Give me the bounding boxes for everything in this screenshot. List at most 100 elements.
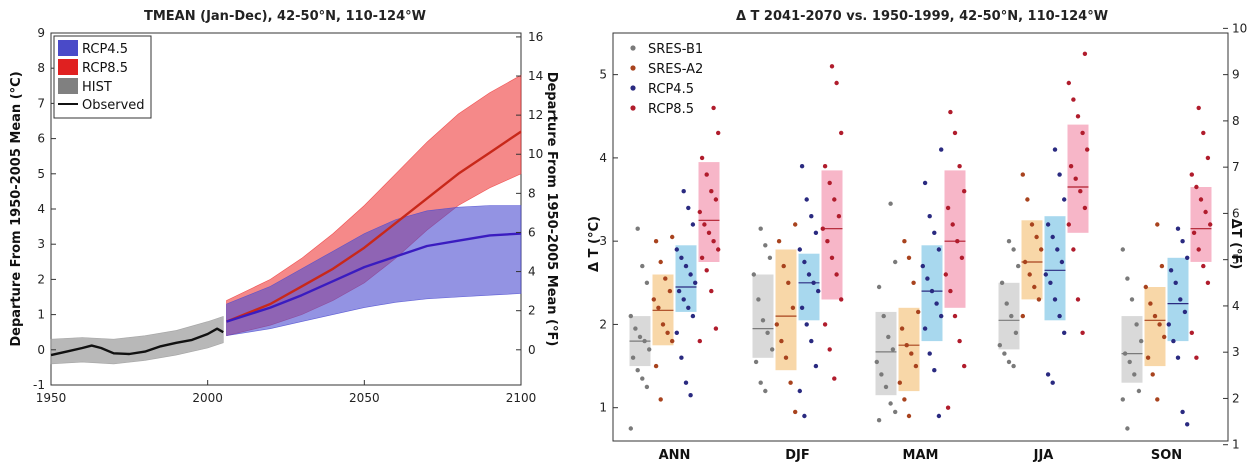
y-right-tick-label: 1: [1232, 438, 1240, 452]
point-sres-a2-son: [1162, 334, 1167, 340]
point-rcp8-5-djf: [834, 272, 839, 277]
point-sres-b1-djf: [767, 255, 773, 260]
point-rcp8-5-ann: [709, 288, 714, 294]
point-rcp8-5-ann: [702, 222, 707, 227]
box-sres-a2-jja: [1021, 220, 1043, 300]
point-rcp8-5-son: [1201, 130, 1206, 136]
point-rcp8-5-jja: [1073, 176, 1078, 181]
point-rcp4-5-ann: [683, 380, 689, 385]
y-tick-label: 3: [599, 234, 607, 248]
point-sres-b1-jja: [1006, 239, 1012, 244]
point-sres-b1-son: [1125, 426, 1130, 431]
point-sres-a2-djf: [790, 305, 796, 310]
point-sres-b1-jja: [1011, 247, 1016, 252]
right-chart-title: Δ T 2041-2070 vs. 1950-1999, 42-50°N, 11…: [736, 9, 1108, 24]
point-sres-a2-mam: [916, 309, 921, 315]
point-sres-b1-mam: [888, 401, 893, 406]
point-rcp8-5-jja: [1082, 51, 1088, 56]
category-label-ann: ANN: [659, 448, 691, 463]
point-sres-a2-mam: [904, 343, 909, 348]
point-sres-a2-jja: [1022, 259, 1028, 265]
series-line-rcp4-5: [226, 232, 522, 323]
point-rcp8-5-jja: [1071, 247, 1076, 252]
y-right-tick-label: 10: [1232, 21, 1247, 35]
point-sres-a2-son: [1152, 313, 1158, 319]
y-right-tick-label: 7: [1232, 160, 1240, 174]
x-tick-label: 1950: [36, 391, 67, 405]
point-rcp8-5-jja: [1080, 130, 1085, 136]
point-rcp4-5-jja: [1050, 380, 1055, 385]
point-sres-b1-ann: [644, 384, 650, 390]
point-rcp4-5-ann: [683, 263, 689, 269]
point-rcp8-5-son: [1201, 263, 1206, 269]
legend-label-hist: HIST: [82, 80, 112, 95]
point-sres-b1-son: [1120, 247, 1126, 252]
left-chart-title: TMEAN (Jan-Dec), 42-50°N, 110-124°W: [144, 9, 426, 24]
point-rcp8-5-djf: [839, 130, 844, 136]
point-rcp8-5-son: [1208, 222, 1213, 227]
point-rcp8-5-djf: [832, 376, 837, 381]
point-rcp4-5-mam: [936, 413, 942, 419]
point-sres-b1-mam: [881, 313, 886, 319]
x-tick-label: 2100: [506, 391, 537, 405]
point-sres-b1-jja: [1011, 363, 1016, 369]
point-sres-b1-jja: [1004, 301, 1009, 306]
point-sres-b1-jja: [1013, 330, 1019, 335]
box-sres-a2-son: [1144, 287, 1166, 367]
point-rcp4-5-mam: [934, 301, 939, 306]
point-sres-a2-ann: [665, 330, 670, 335]
point-sres-a2-jja: [1020, 313, 1025, 319]
point-rcp4-5-djf: [809, 214, 814, 219]
legend-label-rcp85: RCP8.5: [82, 61, 128, 76]
x-tick-label: 2000: [192, 391, 223, 405]
right-y-ticks-right: 1 2 3 4 5 6 7 8 9 10: [1223, 21, 1247, 452]
point-sres-b1-ann: [633, 326, 638, 331]
point-rcp4-5-djf: [802, 413, 807, 419]
legend-label-rcp45-right: RCP4.5: [648, 82, 694, 97]
point-sres-b1-djf: [760, 318, 766, 323]
point-rcp8-5-ann: [709, 189, 714, 194]
point-rcp8-5-son: [1191, 230, 1197, 235]
point-sres-b1-ann: [628, 426, 633, 431]
point-sres-b1-djf: [765, 330, 770, 335]
point-sres-b1-mam: [893, 409, 898, 415]
legend-dot-sres-b1: [630, 45, 636, 51]
box-sres-a2-mam: [898, 307, 920, 392]
point-rcp4-5-son: [1173, 280, 1178, 285]
point-rcp4-5-djf: [809, 338, 814, 344]
point-sres-b1-son: [1139, 338, 1144, 344]
point-sres-a2-son: [1159, 263, 1165, 269]
point-sres-b1-mam: [888, 201, 893, 206]
point-sres-a2-ann: [651, 297, 656, 302]
point-rcp8-5-mam: [952, 130, 958, 136]
point-rcp4-5-jja: [1055, 247, 1060, 252]
legend-dot-rcp85: [630, 105, 636, 111]
left-y-axis-label-right: Departure From 1950-2005 Mean (°F): [544, 72, 559, 347]
point-rcp8-5-ann: [697, 338, 702, 344]
point-sres-b1-mam: [879, 372, 884, 377]
point-rcp4-5-jja: [1045, 222, 1051, 227]
point-rcp8-5-mam: [957, 164, 962, 169]
point-rcp8-5-son: [1205, 155, 1211, 161]
point-sres-b1-son: [1134, 322, 1139, 327]
point-rcp4-5-ann: [688, 272, 693, 277]
point-rcp4-5-djf: [802, 259, 807, 265]
legend-swatch-rcp45: [58, 40, 78, 56]
point-rcp8-5-son: [1205, 280, 1211, 285]
left-series: [50, 130, 522, 357]
legend-label-sres-a2: SRES-A2: [648, 62, 703, 77]
box-rcp4-5-son: [1167, 257, 1189, 342]
point-sres-a2-djf: [779, 338, 784, 344]
point-rcp4-5-ann: [690, 222, 696, 227]
point-rcp4-5-son: [1185, 255, 1190, 260]
point-rcp8-5-jja: [1085, 147, 1090, 152]
point-rcp4-5-mam: [927, 214, 932, 219]
point-sres-b1-ann: [630, 355, 636, 360]
point-sres-a2-jja: [1032, 284, 1037, 290]
point-rcp4-5-son: [1182, 309, 1188, 315]
point-sres-b1-djf: [763, 243, 768, 248]
point-rcp4-5-mam: [927, 351, 932, 356]
point-rcp8-5-son: [1194, 184, 1199, 190]
point-rcp4-5-djf: [811, 280, 816, 285]
